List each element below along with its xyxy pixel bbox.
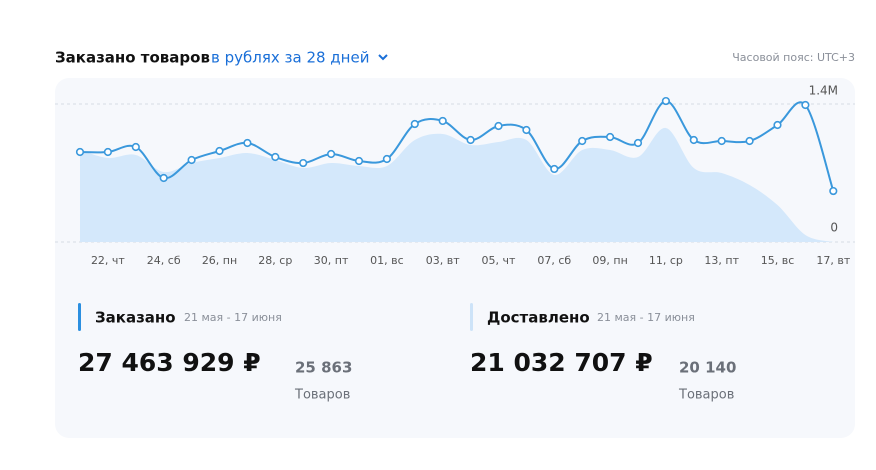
x-tick-label: 07, сб: [537, 254, 571, 267]
point: [522, 125, 531, 135]
x-tick-label: 05, чт: [482, 254, 516, 267]
legend-bar: [470, 303, 473, 331]
count: 25 863: [295, 359, 352, 377]
point: [801, 100, 810, 110]
total: 27 463 929 ₽: [78, 348, 261, 377]
x-tick-label: 01, вс: [370, 254, 404, 267]
point: [103, 147, 112, 157]
point: [745, 136, 754, 146]
point: [354, 156, 364, 166]
period: 21 мая - 17 июня: [597, 311, 695, 324]
x-tick-label: 09, пн: [592, 254, 627, 267]
area: [80, 127, 834, 242]
y-tick-label: 1.4M: [809, 84, 838, 98]
point: [299, 158, 308, 168]
point: [271, 152, 280, 162]
x-tick-label: 17, вт: [816, 254, 850, 267]
point: [773, 120, 782, 130]
point: [829, 186, 838, 196]
point: [382, 154, 392, 164]
point: [131, 142, 140, 152]
point: [550, 164, 559, 174]
point: [633, 138, 643, 148]
point: [327, 149, 336, 159]
point: [494, 121, 503, 131]
x-tick-label: 11, ср: [649, 254, 683, 267]
count-label: Товаров: [678, 388, 734, 403]
timezone: Часовой пояс: UTC+3: [732, 51, 855, 64]
point: [438, 116, 447, 126]
point: [466, 135, 475, 145]
point: [215, 146, 224, 156]
count-label: Товаров: [294, 388, 350, 403]
legend-label: Заказано: [95, 309, 176, 327]
x-tick-label: 22, чт: [91, 254, 125, 267]
title: Заказано товаров: [55, 49, 210, 67]
point: [578, 136, 587, 146]
point: [410, 119, 419, 129]
x-tick-label: 15, вс: [761, 254, 795, 267]
point: [661, 96, 671, 106]
x-tick-label: 30, пт: [314, 254, 349, 267]
y-tick-label: 0: [830, 221, 838, 235]
point: [187, 155, 196, 165]
point: [605, 132, 615, 142]
point: [243, 138, 252, 148]
period: 21 мая - 17 июня: [184, 311, 282, 324]
chevron[interactable]: [378, 54, 388, 61]
x-tick-label: 26, пн: [202, 254, 237, 267]
x-tick-label: 28, ср: [258, 254, 292, 267]
x-tick-label: 24, сб: [147, 254, 181, 267]
period-selector[interactable]: в рублях за 28 дней: [211, 49, 369, 67]
x-tick-label: 13, пт: [704, 254, 739, 267]
point: [75, 147, 85, 157]
point: [159, 173, 168, 183]
line: [79, 100, 835, 192]
x-tick-label: 03, вт: [426, 254, 460, 267]
point: [717, 136, 726, 146]
count: 20 140: [679, 359, 736, 377]
legend-label: Доставлено: [487, 309, 590, 327]
total: 21 032 707 ₽: [470, 348, 653, 377]
legend-bar: [78, 303, 81, 331]
point: [689, 135, 698, 145]
